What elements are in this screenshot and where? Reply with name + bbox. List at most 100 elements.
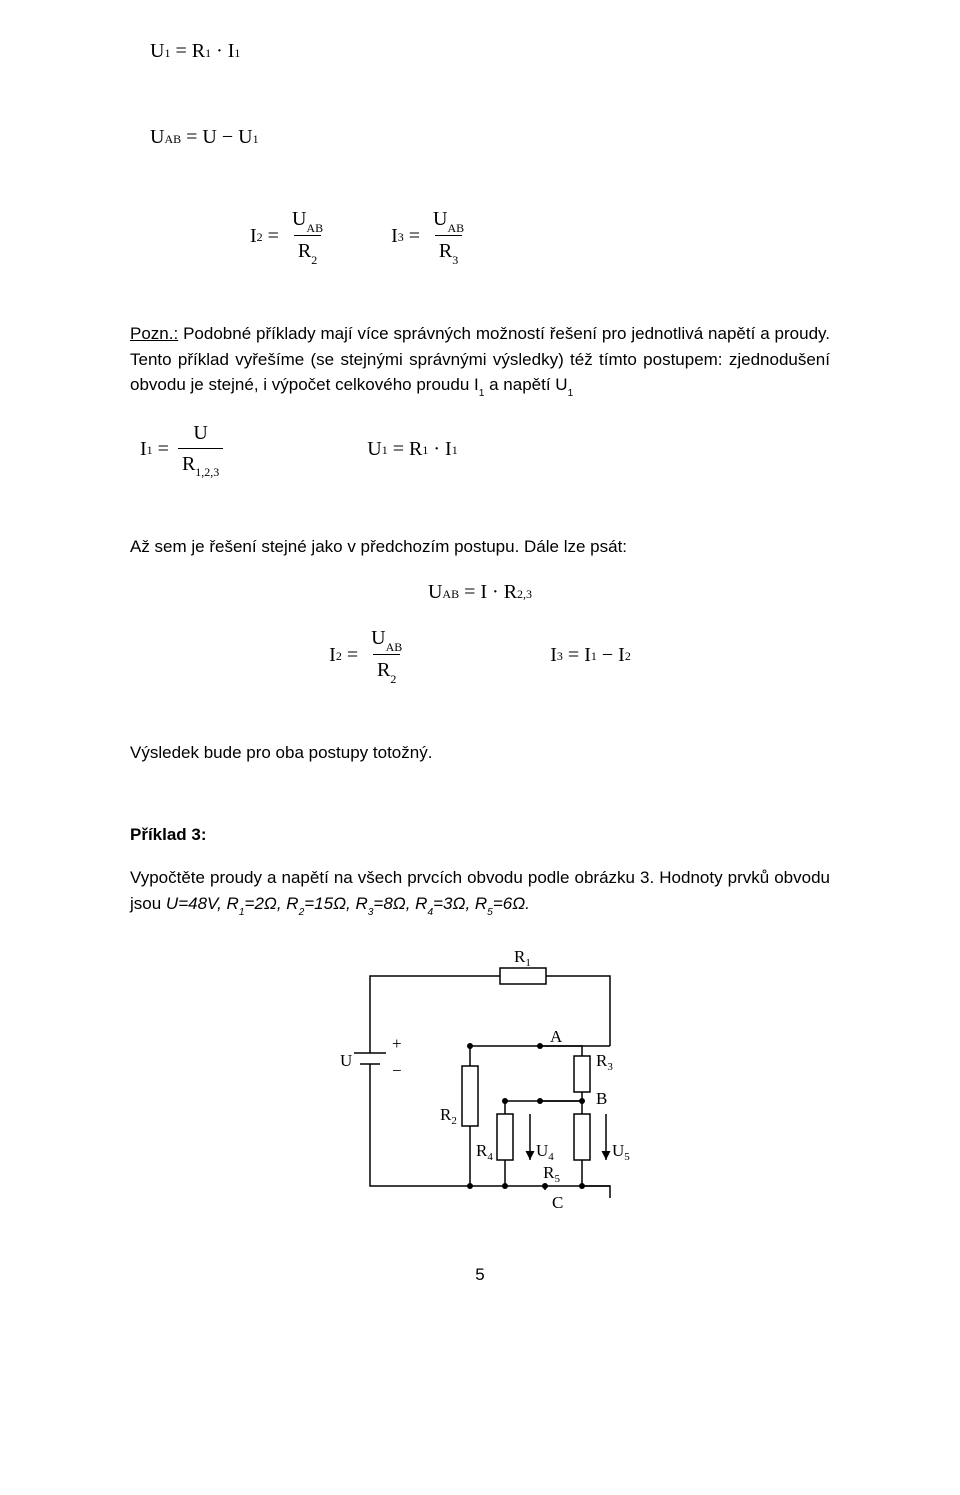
equation-i1-u1: I 1 = U R1,2,3 U 1 = R 1 · I 1 <box>140 418 830 480</box>
sym: R <box>182 453 195 475</box>
sub: 4 <box>427 907 433 918</box>
sym: I <box>445 434 452 464</box>
eq-sign: = <box>563 640 584 670</box>
sub: 1 <box>479 388 485 399</box>
sym: I <box>584 640 591 670</box>
txt-italic: U=48V, R <box>166 894 239 913</box>
sub: AB <box>442 585 459 603</box>
sub: 3 <box>557 647 563 665</box>
sym: I <box>228 36 235 66</box>
sub: AB <box>164 130 181 148</box>
txt-italic: =6Ω. <box>493 894 530 913</box>
sym: U <box>433 208 447 230</box>
fraction: UAB R2 <box>288 204 327 267</box>
sym: U <box>428 577 442 607</box>
sub: 2 <box>299 907 305 918</box>
sub: 1 <box>205 44 211 62</box>
fraction: UAB R3 <box>429 204 468 267</box>
sym: R <box>504 577 517 607</box>
sub: 1 <box>568 388 574 399</box>
heading-priklad3: Příklad 3: <box>130 822 830 848</box>
pozn-label: Pozn.: <box>130 324 178 343</box>
sym: I <box>550 640 557 670</box>
sym: I <box>140 434 147 464</box>
svg-text:U5: U5 <box>612 1141 630 1163</box>
svg-text:R4: R4 <box>476 1141 493 1163</box>
svg-text:C: C <box>552 1193 563 1212</box>
svg-text:B: B <box>596 1089 607 1108</box>
sub: AB <box>306 221 323 235</box>
equation-uab: U AB = U − U 1 <box>150 122 830 152</box>
sub: 1,2,3 <box>195 465 219 479</box>
minus: − <box>597 640 618 670</box>
txt-italic: =2Ω, R <box>245 894 299 913</box>
fraction: UAB R2 <box>367 623 406 686</box>
txt-italic: =8Ω, R <box>373 894 427 913</box>
eq-sign: = <box>153 434 174 464</box>
sym: U <box>150 122 164 152</box>
sym: I <box>391 221 398 251</box>
sub: AB <box>386 640 403 654</box>
sym: R <box>409 434 422 464</box>
sub: 1 <box>452 441 458 459</box>
equation-uab-ir23: U AB = I · R 2,3 <box>130 577 830 607</box>
txt-italic: =15Ω, R <box>304 894 368 913</box>
sub: 3 <box>452 253 458 267</box>
sub: 2 <box>311 253 317 267</box>
svg-text:R5: R5 <box>543 1163 560 1185</box>
sym: U <box>150 36 164 66</box>
sub: 1 <box>147 441 153 459</box>
sym: I <box>480 577 487 607</box>
sym: R <box>377 659 390 681</box>
sub: 2 <box>390 672 396 686</box>
dot: · <box>428 434 445 464</box>
svg-text:−: − <box>392 1061 402 1080</box>
page-number: 5 <box>130 1262 830 1288</box>
sub: 5 <box>487 907 493 918</box>
sym: U <box>238 122 252 152</box>
equation-i2-and-i3diff: I 2 = UAB R2 I 3 = I 1 − I 2 <box>130 623 830 686</box>
sub: 2 <box>625 647 631 665</box>
eq-sign: = <box>342 640 363 670</box>
dot: · <box>487 577 504 607</box>
fraction: U R1,2,3 <box>178 418 223 480</box>
sym: I <box>618 640 625 670</box>
equation-i2-i3: I 2 = UAB R2 I 3 = UAB R3 <box>250 204 830 267</box>
sym: I <box>329 640 336 670</box>
sym: U <box>202 122 216 152</box>
sub: 1 <box>239 907 245 918</box>
svg-text:R3: R3 <box>596 1051 613 1073</box>
txt-italic: =3Ω, R <box>433 894 487 913</box>
paragraph-vypoctete: Vypočtěte proudy a napětí na všech prvcí… <box>130 865 830 918</box>
eq-sign: = <box>459 577 480 607</box>
sub: 1 <box>253 130 259 148</box>
sym: U <box>292 208 306 230</box>
sub: 2 <box>257 228 263 246</box>
sub: AB <box>447 221 464 235</box>
eq-sign: = <box>263 221 284 251</box>
sym: R <box>192 36 205 66</box>
paragraph-vysledek: Výsledek bude pro oba postupy totožný. <box>130 740 830 766</box>
paragraph-azsem: Až sem je řešení stejné jako v předchozí… <box>130 534 830 560</box>
svg-text:A: A <box>550 1027 563 1046</box>
sub: 1 <box>164 44 170 62</box>
sub: 1 <box>234 44 240 62</box>
sub: 3 <box>368 907 374 918</box>
equation-u1: U 1 = R 1 · I 1 <box>150 36 830 66</box>
sym: U <box>367 434 381 464</box>
dot: · <box>211 36 228 66</box>
pozn-mid: a napětí U <box>484 375 567 394</box>
pozn-body: Podobné příklady mají více správných mož… <box>130 324 830 394</box>
sym: I <box>250 221 257 251</box>
sub: 2 <box>336 647 342 665</box>
eq-sign: = <box>170 36 191 66</box>
eq-sign: = <box>404 221 425 251</box>
svg-text:U: U <box>340 1051 352 1070</box>
svg-text:U4: U4 <box>536 1141 554 1163</box>
sub: 1 <box>591 647 597 665</box>
paragraph-pozn: Pozn.: Podobné příklady mají více správn… <box>130 321 830 400</box>
sub: 1 <box>382 441 388 459</box>
sym: R <box>298 240 311 262</box>
svg-text:R1: R1 <box>514 947 531 969</box>
sub: 1 <box>422 441 428 459</box>
